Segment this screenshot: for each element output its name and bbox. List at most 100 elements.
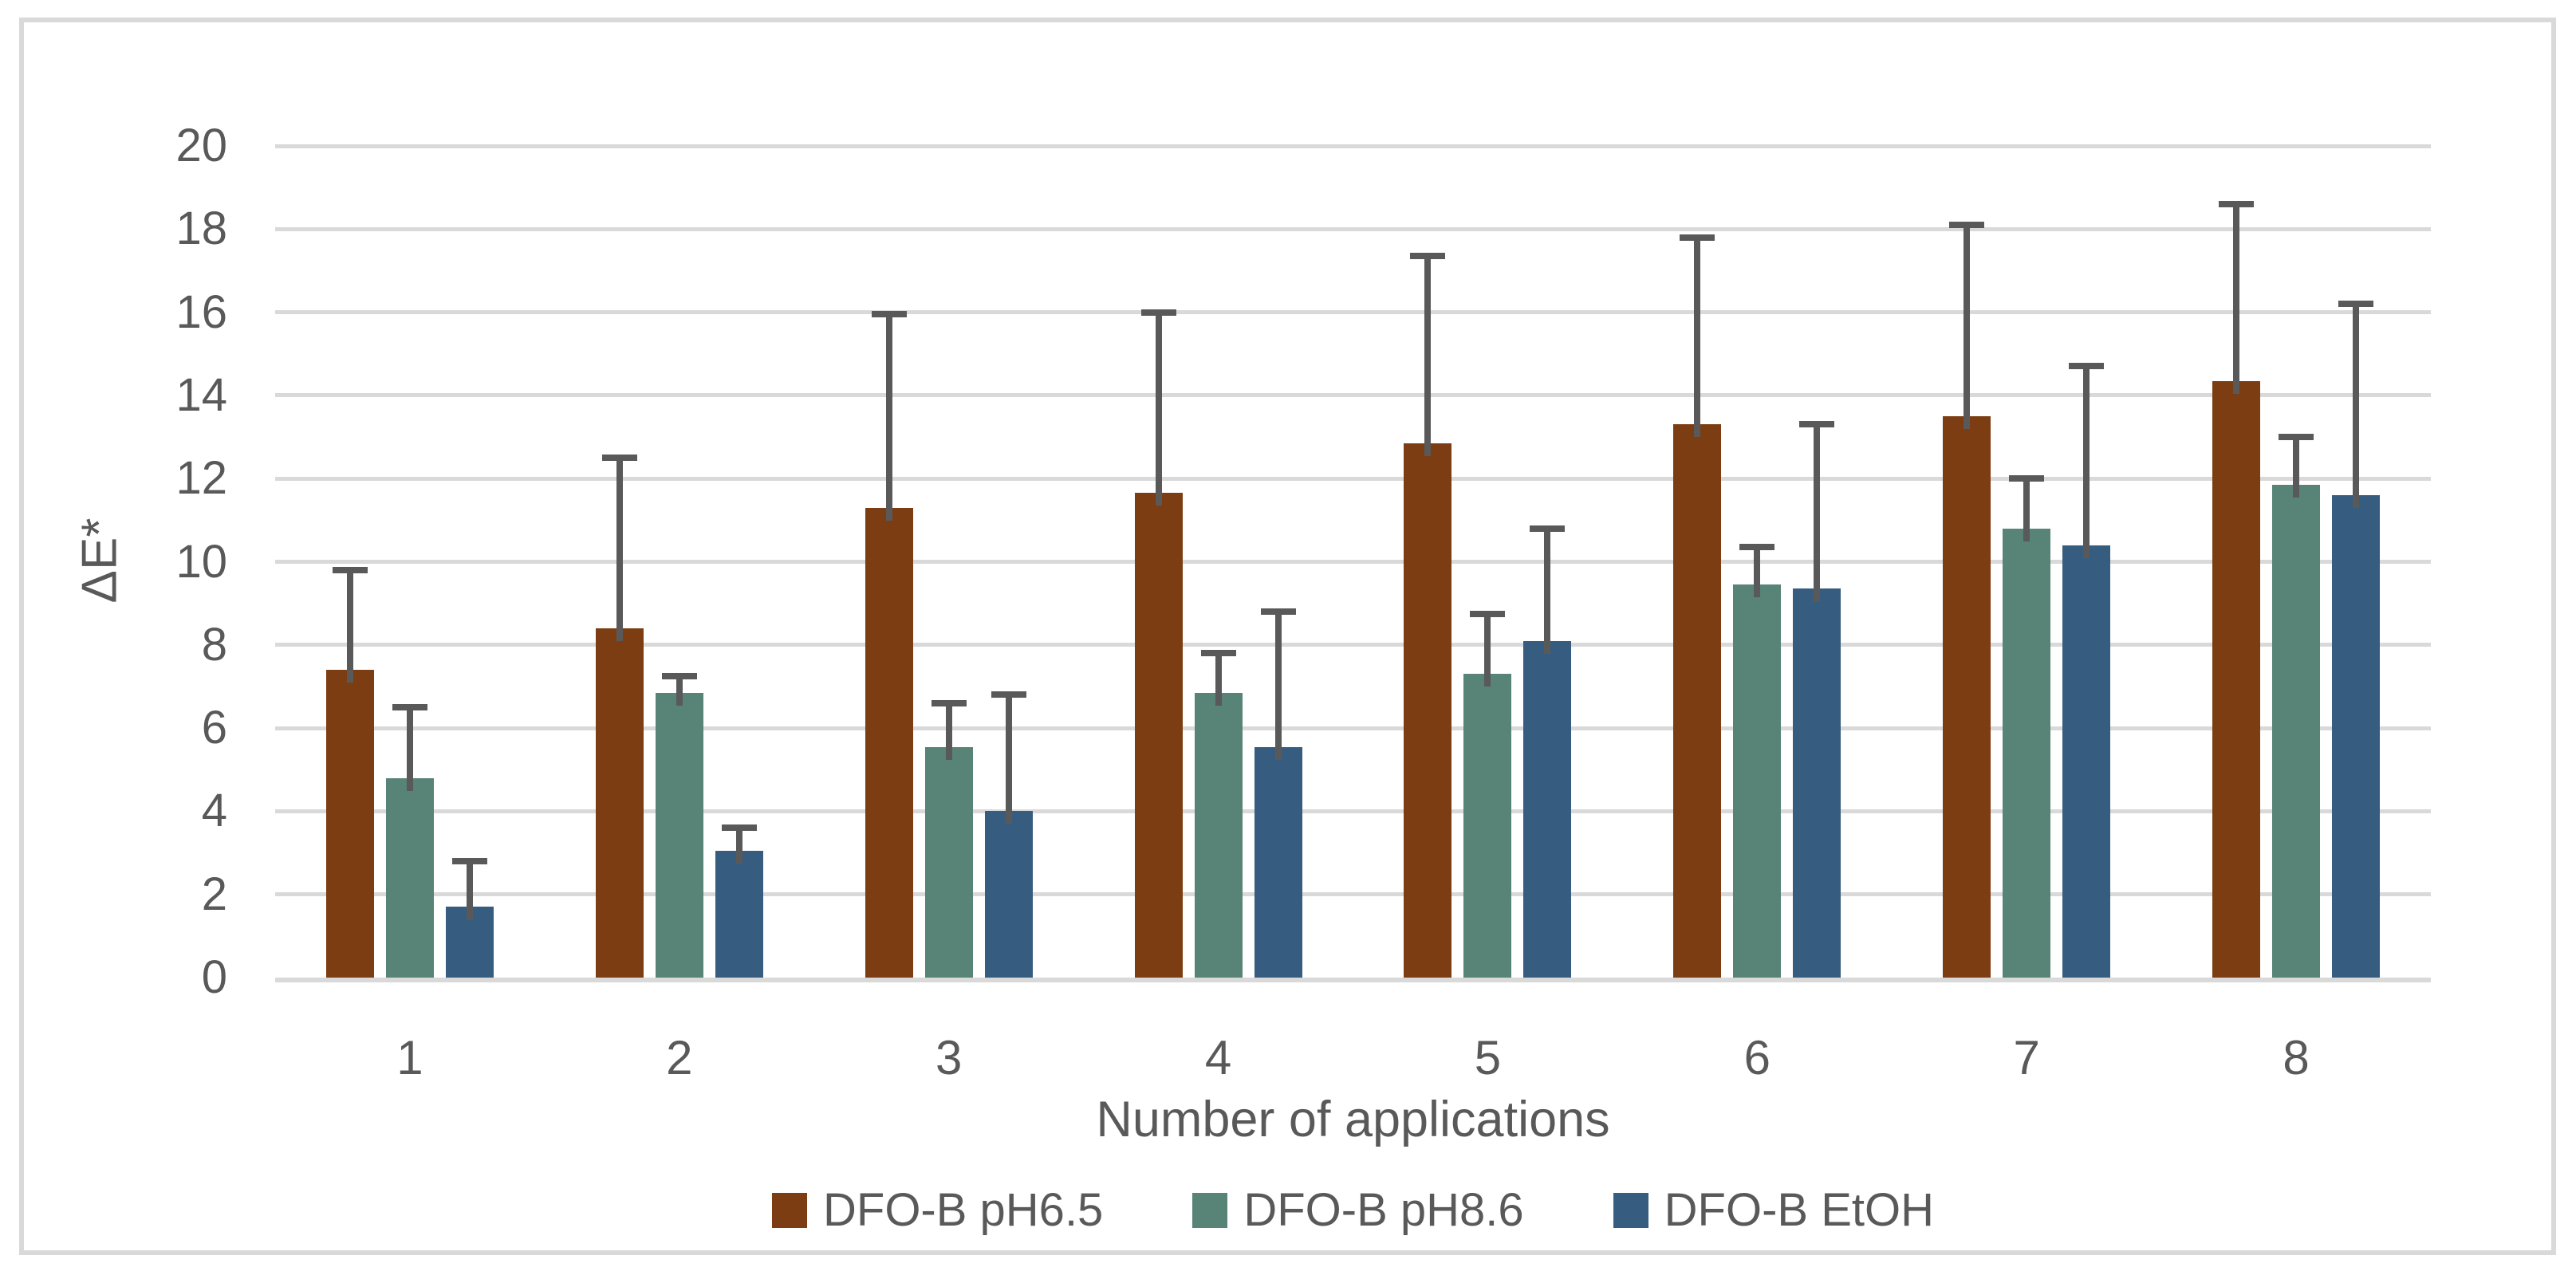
- error-bar-line: [1484, 613, 1491, 687]
- gridline: [275, 393, 2431, 398]
- error-bar-cap: [2338, 301, 2374, 308]
- error-bar-cap: [661, 672, 697, 679]
- error-bar-line: [2023, 478, 2030, 541]
- error-bar-line: [1424, 256, 1432, 456]
- error-bar-cap: [991, 691, 1026, 699]
- x-category-label: 1: [396, 1031, 423, 1084]
- error-bar-cap: [1410, 253, 1446, 260]
- error-bar-cap: [1799, 421, 1835, 428]
- legend-label: DFO-B pH6.5: [823, 1184, 1104, 1236]
- error-bar-line: [676, 675, 683, 706]
- x-category-label: 2: [666, 1031, 693, 1084]
- error-bar-cap: [1739, 544, 1775, 551]
- gridline: [275, 726, 2431, 730]
- error-bar-line: [1964, 225, 1971, 429]
- error-bar-line: [1694, 237, 1701, 438]
- error-bar-cap: [451, 857, 487, 864]
- bar-dfo-b-ph8-6: [2272, 485, 2321, 978]
- y-tick-label: 10: [175, 535, 227, 588]
- error-bar-line: [2293, 437, 2300, 498]
- error-bar-cap: [721, 824, 757, 832]
- bar-dfo-b-etoh: [1523, 640, 1572, 978]
- gridline: [275, 144, 2431, 148]
- error-bar-line: [735, 828, 742, 864]
- gridline: [275, 310, 2431, 315]
- bar-dfo-b-ph8-6: [1194, 692, 1243, 978]
- bar-dfo-b-ph8-6: [1463, 674, 1512, 978]
- error-bar-cap: [1470, 610, 1506, 617]
- gridline: [275, 226, 2431, 231]
- error-bar-cap: [332, 566, 368, 573]
- bar-dfo-b-etoh: [1254, 746, 1302, 978]
- bar-dfo-b-ph6-5: [325, 670, 374, 978]
- error-bar-line: [1754, 547, 1761, 598]
- error-bar-cap: [1200, 650, 1236, 657]
- bar-dfo-b-ph6-5: [1134, 493, 1183, 978]
- error-bar-line: [945, 702, 952, 760]
- error-bar-cap: [2279, 434, 2314, 441]
- bar-dfo-b-ph6-5: [595, 628, 644, 978]
- y-tick-label: 2: [201, 868, 227, 920]
- error-bar-cap: [871, 311, 907, 318]
- y-tick-label: 18: [175, 203, 227, 255]
- error-bar-cap: [601, 455, 637, 462]
- legend-item-1: DFO-B pH6.5: [772, 1187, 1103, 1234]
- legend-label: DFO-B EtOH: [1664, 1184, 1934, 1236]
- bar-dfo-b-etoh: [2062, 545, 2111, 978]
- y-tick-label: 6: [201, 702, 227, 754]
- legend-swatch-icon: [1192, 1193, 1228, 1228]
- legend-swatch-icon: [772, 1193, 807, 1228]
- bar-dfo-b-etoh: [1793, 588, 1841, 978]
- error-bar-cap: [1140, 309, 1176, 316]
- error-bar-line: [1274, 612, 1282, 760]
- legend-item-2: DFO-B pH8.6: [1192, 1184, 1524, 1236]
- legend-item-3: DFO-B EtOH: [1613, 1187, 1934, 1234]
- bar-dfo-b-ph6-5: [1943, 415, 1991, 978]
- x-category-label: 4: [1204, 1031, 1232, 1084]
- x-category-label: 7: [2013, 1031, 2040, 1084]
- error-bar-cap: [2069, 363, 2105, 370]
- error-bar-cap: [2009, 475, 2045, 482]
- bar-dfo-b-ph6-5: [2212, 380, 2261, 978]
- error-bar-line: [1155, 312, 1162, 506]
- y-tick-label: 16: [175, 285, 227, 338]
- bar-dfo-b-ph8-6: [924, 746, 973, 978]
- bar-dfo-b-ph8-6: [2003, 528, 2051, 978]
- error-bar-line: [2233, 204, 2240, 394]
- error-bar-cap: [2219, 201, 2255, 207]
- gridline: [275, 643, 2431, 647]
- error-bar-line: [885, 314, 892, 521]
- bar-dfo-b-ph8-6: [385, 777, 434, 978]
- gridline: [275, 809, 2431, 813]
- error-bar-line: [1544, 528, 1551, 654]
- gridline: [275, 476, 2431, 481]
- error-bar-line: [346, 569, 353, 683]
- y-tick-label: 14: [175, 368, 227, 421]
- error-bar-line: [1005, 695, 1012, 824]
- legend-swatch-icon: [1613, 1193, 1648, 1228]
- x-category-label: 8: [2283, 1031, 2310, 1084]
- gridline: [275, 560, 2431, 564]
- error-bar-line: [2083, 366, 2090, 558]
- error-bar-cap: [1260, 608, 1296, 616]
- y-tick-label: 20: [175, 120, 227, 171]
- x-category-label: 5: [1474, 1031, 1502, 1084]
- bar-dfo-b-ph6-5: [1673, 424, 1722, 978]
- y-tick-label: 0: [201, 951, 227, 1003]
- x-category-label: 3: [935, 1031, 963, 1084]
- chart-border: [19, 18, 2556, 1255]
- error-bar-cap: [1949, 222, 1985, 229]
- legend: DFO-B pH6.5 DFO-B pH8.6 DFO-B EtOH: [275, 1187, 2431, 1234]
- bar-dfo-b-etoh: [2332, 495, 2381, 978]
- error-bar-cap: [1680, 234, 1715, 241]
- error-bar-line: [1215, 653, 1222, 706]
- legend-label: DFO-B pH8.6: [1243, 1184, 1524, 1236]
- x-category-label: 6: [1743, 1031, 1771, 1084]
- y-tick-label: 12: [175, 452, 227, 505]
- y-tick-label: 8: [201, 618, 227, 671]
- error-bar-cap: [392, 704, 427, 711]
- error-bar-line: [616, 458, 623, 641]
- x-axis-title: Number of applications: [1096, 1092, 1610, 1147]
- error-bar-line: [406, 707, 413, 791]
